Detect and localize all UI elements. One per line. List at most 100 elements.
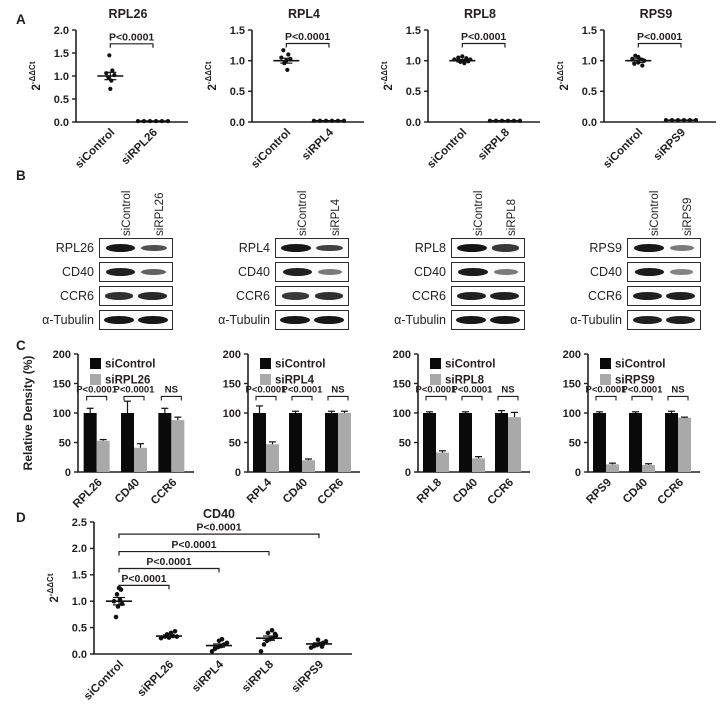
p-value-label: P<0.0001 (246, 384, 288, 395)
y-axis-label: 2-ΔΔCt (556, 61, 571, 90)
data-point (285, 67, 290, 72)
blot-target-label: CD40 (238, 265, 270, 279)
blot-box (99, 262, 173, 282)
legend-swatch (260, 374, 271, 385)
blot-box (451, 262, 525, 282)
y-tick-label: 50 (569, 437, 581, 449)
y-tick-label: 1.0 (406, 55, 421, 67)
x-tick-label: RPL8 (415, 476, 445, 506)
data-point (693, 118, 699, 123)
data-point (265, 630, 271, 636)
bar (606, 464, 619, 472)
blot-box (275, 262, 349, 282)
legend-swatch (600, 358, 611, 369)
bar (593, 413, 606, 472)
blot-row: RPL26 (16, 238, 192, 258)
lane-label: siControl (297, 190, 309, 236)
data-point (341, 118, 347, 123)
blot-box (275, 286, 349, 306)
x-tick-label: CD40 (281, 477, 310, 506)
legend-swatch (90, 358, 101, 369)
y-tick-label: 0.0 (72, 649, 87, 661)
blot-row: RPL4 (192, 238, 368, 258)
x-tick-label: siRPS9 (652, 127, 689, 164)
significance-bracket (123, 395, 145, 401)
blot-band (140, 244, 167, 252)
blot-row: CD40 (192, 262, 368, 282)
data-point (272, 631, 278, 637)
x-tick-label: CCR6 (149, 477, 180, 508)
blot-row: CCR6 (192, 286, 368, 306)
data-point (315, 637, 321, 643)
p-value-label: P<0.0001 (114, 384, 156, 395)
axis-line (93, 522, 352, 655)
data-point (114, 592, 120, 597)
blot-band (314, 316, 344, 324)
y-tick-label: 0.0 (54, 117, 69, 129)
p-value-label: P<0.0001 (637, 31, 682, 43)
p-value-label: P<0.0001 (121, 573, 166, 585)
x-tick-label: siRPL8 (476, 126, 512, 162)
blot-target-label: CCR6 (235, 289, 270, 303)
p-value-label: P<0.0001 (76, 384, 118, 395)
x-tick-label: siRPS9 (290, 659, 327, 696)
y-tick-label: 200 (223, 349, 241, 361)
chart-title: RPL8 (464, 7, 496, 21)
blot-box (99, 310, 173, 330)
blot-row: CD40 (544, 262, 720, 282)
blot-band (456, 244, 487, 252)
blot-target-label: α-Tubulin (394, 313, 446, 327)
x-tick-label: CCR6 (655, 477, 686, 508)
y-tick-label: 2.0 (54, 25, 69, 37)
lane-label: siRPL26 (154, 192, 166, 236)
bar (459, 413, 472, 472)
bar (325, 413, 338, 472)
legend-label: siControl (105, 359, 155, 371)
significance-bracket (595, 395, 617, 401)
bar (629, 413, 642, 472)
p-value-label: P<0.0001 (146, 556, 191, 568)
blot-band (666, 316, 696, 324)
data-point (158, 635, 164, 641)
data-point (286, 52, 291, 57)
legend-label: siControl (445, 359, 495, 371)
panel-a: A RPL26 0.0 0.5 1.0 1.5 2.0 2-ΔΔCt siControl siR… (0, 4, 721, 171)
blot-band (106, 268, 135, 276)
blot-target-label: CD40 (590, 265, 622, 279)
x-tick-label: siRPL4 (190, 658, 226, 694)
p-value-label: P<0.0001 (171, 539, 216, 551)
blot-band (105, 292, 134, 300)
bar (302, 460, 315, 472)
bar (678, 417, 691, 472)
blot-band (280, 316, 310, 324)
legend-swatch (430, 374, 441, 385)
panel-a-label: A (16, 12, 26, 27)
y-tick-label: 1.0 (72, 596, 87, 608)
x-tick-label: siRPL26 (136, 659, 177, 700)
significance-bracket (86, 395, 108, 401)
blot-band (456, 316, 486, 324)
blot-target-label: CD40 (414, 265, 446, 279)
chart-title: CD40 (203, 507, 235, 521)
blot-target-label: α-Tubulin (218, 313, 270, 327)
blot-band (632, 316, 662, 324)
significance-bracket (118, 567, 220, 573)
chart-title: RPS9 (640, 7, 673, 21)
blot-target-label: CCR6 (411, 289, 446, 303)
data-point (261, 642, 267, 647)
blot-band (105, 244, 135, 252)
data-point (311, 118, 317, 123)
blot-rows: RPL8 CD40 CCR6 α-Tubulin (368, 162, 544, 330)
blot-target-label: RPL4 (238, 241, 270, 255)
bar (472, 458, 485, 472)
panel-c-charts: 0 50 100 150 200 Relative Density (%) siContro… (0, 336, 721, 512)
blot-group-sirpl26: siControl siRPL26 RPL26 CD40 CCR6 α-Tubulin (16, 162, 192, 334)
bar (508, 417, 521, 472)
significance-bracket (461, 395, 483, 401)
y-tick-label: 0 (235, 467, 241, 479)
chart-title: RPL26 (109, 7, 148, 21)
y-axis-label: 2-ΔΔCt (380, 61, 395, 90)
blot-target-label: CD40 (62, 265, 94, 279)
